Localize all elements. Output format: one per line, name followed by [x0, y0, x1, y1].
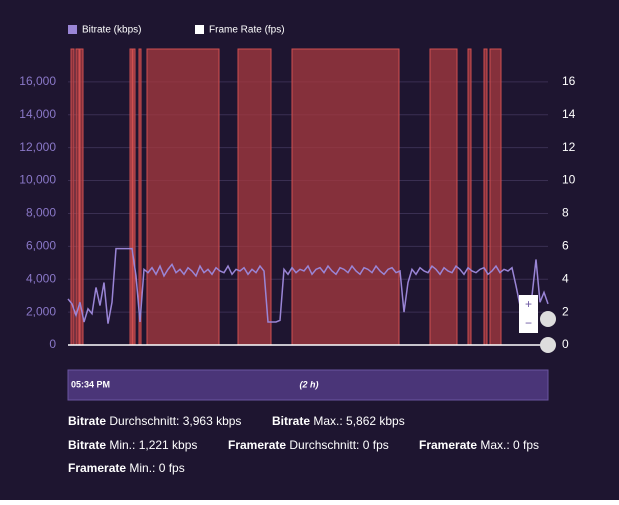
y-tick-label: 8,000: [26, 206, 56, 220]
zoom-in[interactable]: +: [525, 297, 532, 311]
zero-fps-band: [138, 48, 142, 346]
navigator-range: (2 h): [300, 379, 319, 389]
y-tick-label: 10,000: [19, 173, 56, 187]
stat: Framerate Min.: 0 fps: [68, 461, 185, 475]
y2-tick-label: 14: [562, 107, 576, 121]
stat: Framerate Max.: 0 fps: [419, 438, 540, 452]
zero-fps-band: [70, 48, 75, 346]
y2-tick-label: 12: [562, 140, 576, 154]
y2-tick-label: 0: [562, 337, 569, 351]
legend-label[interactable]: Frame Rate (fps): [209, 25, 285, 36]
y2-tick-label: 16: [562, 74, 576, 88]
stat: Bitrate Max.: 5,862 kbps: [272, 414, 405, 428]
y2-tick-label: 10: [562, 173, 576, 187]
zoom-box: [519, 295, 538, 333]
y2-tick-label: 4: [562, 271, 569, 285]
stat: Bitrate Min.: 1,221 kbps: [68, 438, 198, 452]
navigator[interactable]: [67, 369, 549, 401]
y2-tick-label: 8: [562, 206, 569, 220]
y-tick-label: 2,000: [26, 304, 56, 318]
y-tick-label: 0: [49, 337, 56, 351]
series-line: [67, 247, 549, 324]
y-tick-label: 4,000: [26, 271, 56, 285]
stat: Framerate Durchschnitt: 0 fps: [228, 438, 389, 452]
zoom-out[interactable]: −: [525, 316, 532, 330]
zero-fps-band: [132, 48, 136, 346]
zero-fps-band: [146, 48, 220, 346]
stat: Bitrate Durchschnitt: 3,963 kbps: [68, 414, 242, 428]
zero-fps-band: [489, 48, 502, 346]
zero-fps-band: [79, 48, 84, 346]
y2-tick-label: 6: [562, 239, 569, 253]
handle[interactable]: [540, 311, 556, 327]
navigator-start: 05:34 PM: [71, 379, 110, 389]
zero-fps-band: [129, 48, 133, 346]
zero-fps-band: [429, 48, 458, 346]
y-tick-label: 16,000: [19, 74, 56, 88]
legend-swatch: [68, 25, 77, 34]
legend-label[interactable]: Bitrate (kbps): [82, 25, 141, 36]
zero-fps-band: [75, 48, 80, 346]
y-tick-label: 6,000: [26, 239, 56, 253]
legend-swatch: [195, 25, 204, 34]
zero-fps-band: [467, 48, 472, 346]
handle[interactable]: [540, 337, 556, 353]
y-tick-label: 12,000: [19, 140, 56, 154]
zero-fps-band: [291, 48, 400, 346]
y-tick-label: 14,000: [19, 107, 56, 121]
zero-fps-band: [483, 48, 488, 346]
y2-tick-label: 2: [562, 304, 569, 318]
